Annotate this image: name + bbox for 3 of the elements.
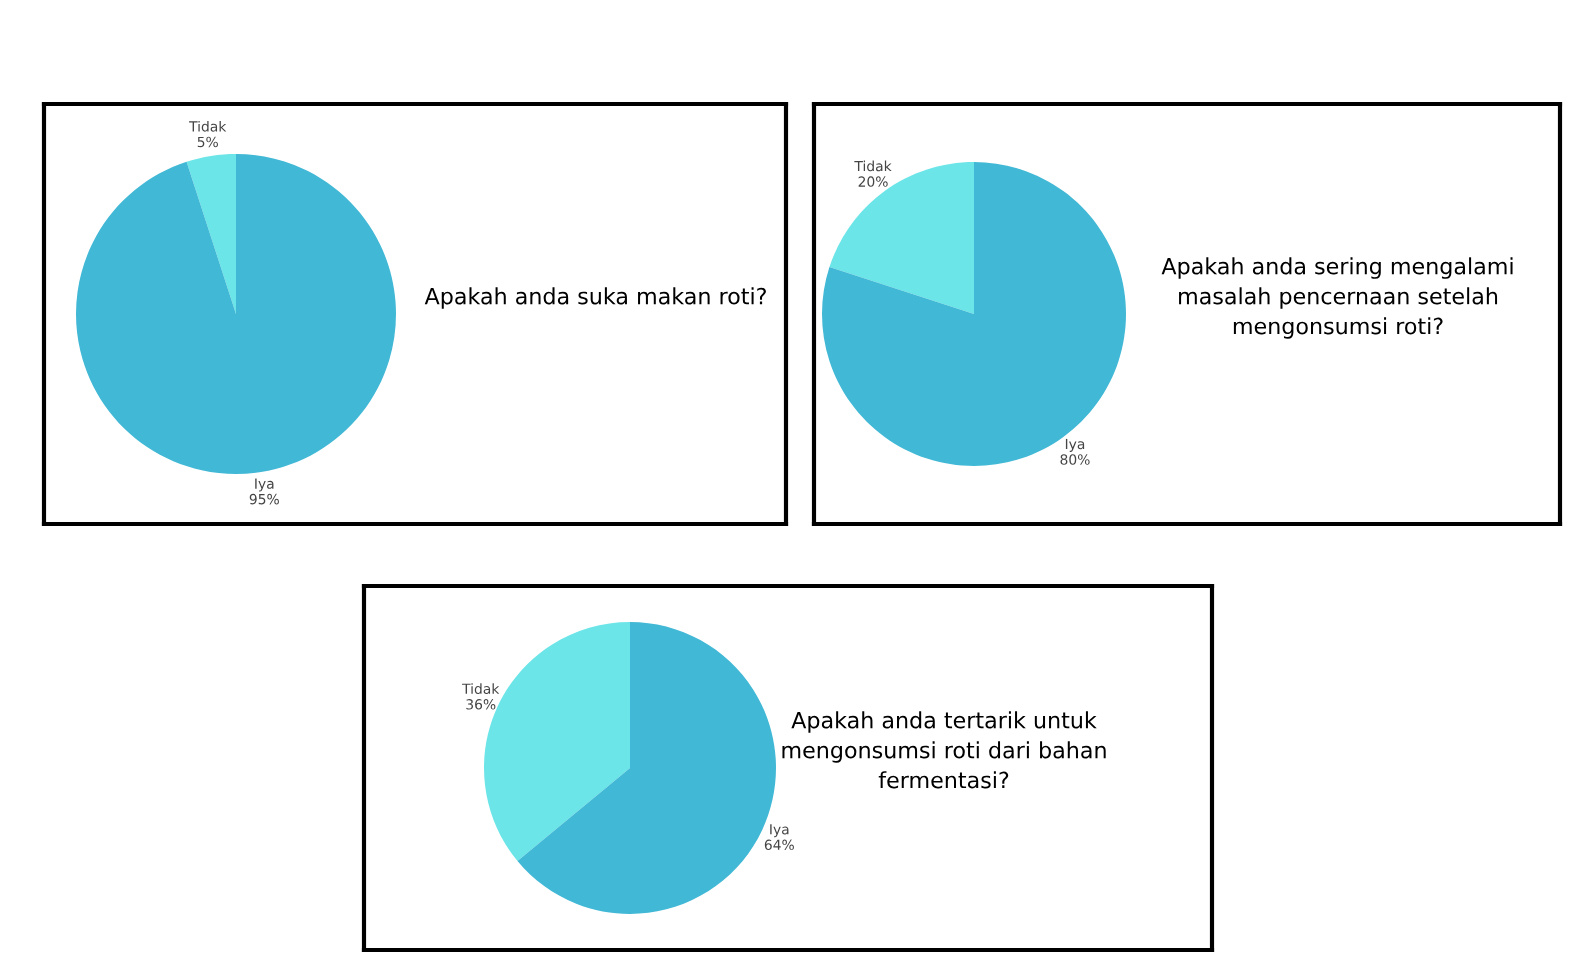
text: Apakah anda tertarik untuk mengonsumsi roti dari bahan fermentasi? bbox=[782, 711, 1106, 789]
text: Apakah anda suka makan roti? bbox=[424, 287, 766, 309]
text: Apakah anda sering mengalami masalah pencernaan setelah mengonsumsi roti? bbox=[1161, 257, 1513, 339]
